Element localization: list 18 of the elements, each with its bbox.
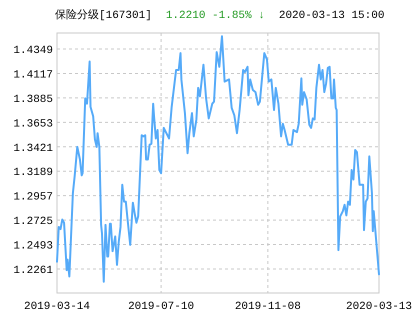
x-tick-label: 2020-03-13: [346, 301, 412, 313]
text: 2020-03-13 15:00: [278, 10, 384, 22]
y-tick-label: 1.2261: [13, 264, 54, 277]
x-tick-label: 2019-07-10: [128, 301, 194, 313]
y-tick-label: 1.4117: [13, 69, 53, 82]
y-tick-label: 1.3653: [13, 118, 53, 130]
chart-title: 保险分级[167301]: [55, 9, 152, 22]
y-tick-label: 1.4349: [13, 45, 53, 58]
x-tick-label: 2019-11-08: [234, 301, 301, 313]
y-tick-label: 1.3189: [13, 167, 53, 180]
y-tick-label: 1.2725: [13, 216, 53, 228]
y-tick-label: 1.2957: [13, 192, 53, 204]
y-tick-label: 1.3421: [13, 142, 54, 155]
chart-subtitle: 1.2210 -1.85% ↓: [166, 10, 265, 22]
y-tick-label: 1.2493: [13, 240, 53, 253]
line-series: [56, 35, 380, 283]
x-tick-label: 2019-03-14: [24, 301, 90, 313]
y-tick-label: 1.3885: [13, 94, 53, 106]
